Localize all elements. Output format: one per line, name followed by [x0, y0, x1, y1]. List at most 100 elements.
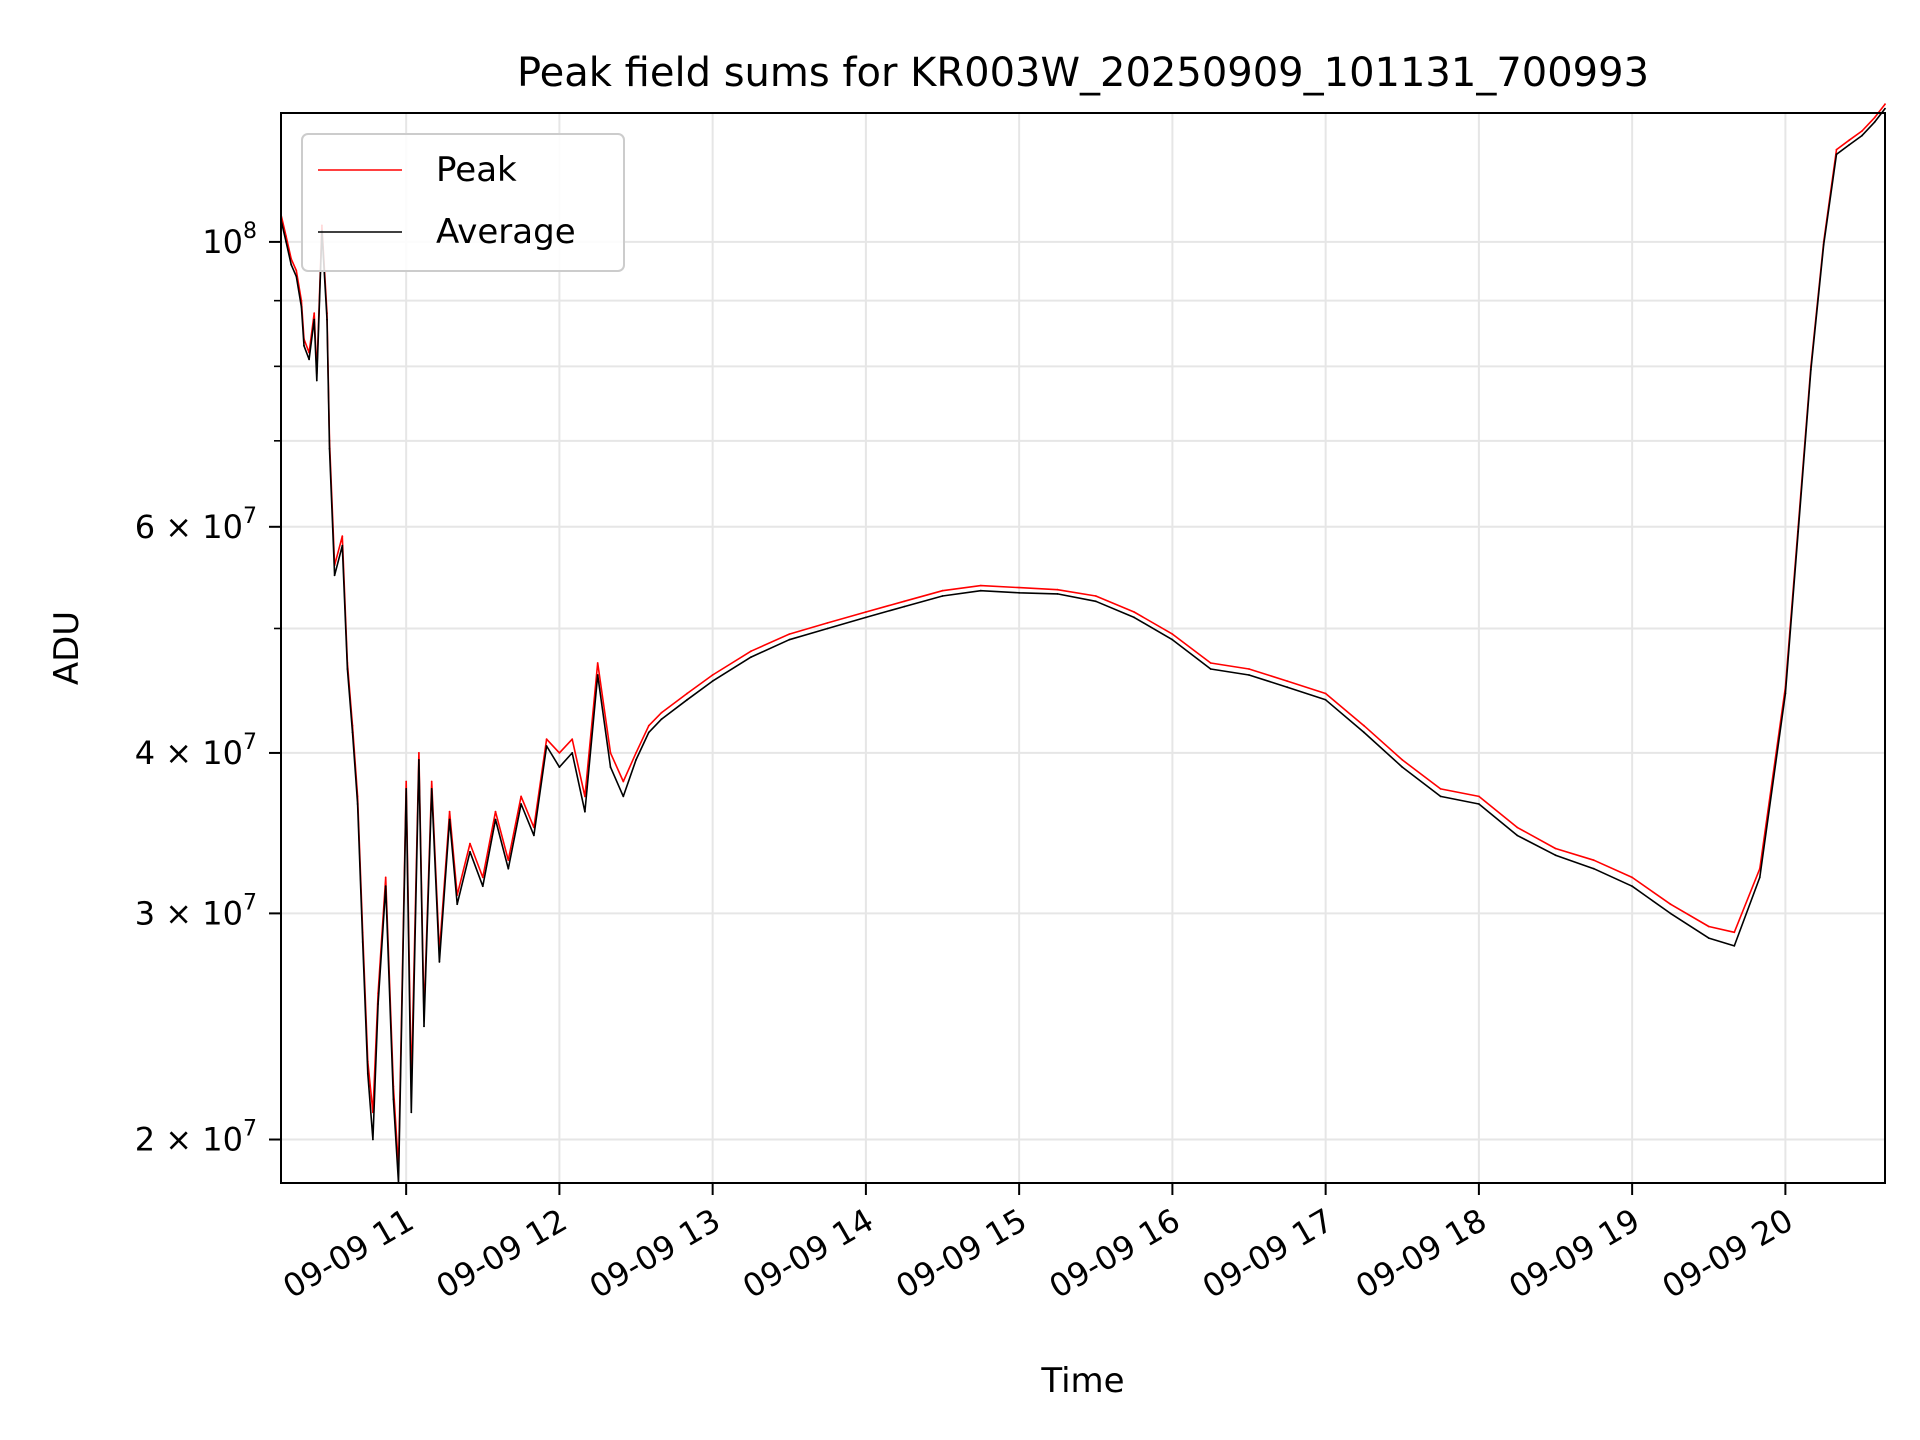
data-point-average	[392, 1098, 395, 1101]
data-point-average	[423, 1025, 425, 1028]
data-point-peak	[788, 633, 791, 635]
data-point-average	[333, 574, 336, 577]
data-point-average	[300, 306, 303, 308]
data-point-average	[356, 803, 359, 805]
data-point-average	[1631, 885, 1633, 888]
data-point-average	[533, 834, 535, 837]
data-point-average	[507, 867, 510, 870]
data-point-average	[596, 674, 599, 676]
data-point-peak	[1439, 788, 1442, 790]
data-point-peak	[1248, 668, 1250, 670]
data-point-average	[1248, 674, 1250, 676]
data-point-peak	[1478, 795, 1480, 798]
data-point-average	[303, 344, 305, 347]
data-point-peak	[384, 876, 387, 879]
data-point-average	[456, 903, 459, 906]
data-point-peak	[313, 312, 316, 315]
data-point-average	[1094, 600, 1097, 603]
data-point-average	[1758, 876, 1761, 879]
x-axis-label: Time	[1040, 1361, 1124, 1401]
data-point-average	[647, 731, 650, 734]
data-point-peak	[596, 662, 599, 664]
data-point-average	[410, 1111, 413, 1114]
data-point-average	[1884, 107, 1886, 110]
data-point-average	[328, 447, 331, 450]
data-point-average	[520, 803, 522, 805]
data-point-peak	[1018, 586, 1020, 589]
data-point-peak	[1516, 826, 1519, 829]
data-point-average	[351, 731, 354, 734]
data-point-peak	[1286, 680, 1289, 682]
data-point-peak	[979, 584, 982, 587]
data-point-peak	[295, 269, 298, 272]
data-point-average	[481, 885, 484, 888]
data-point-average	[418, 759, 420, 761]
data-point-peak	[1861, 130, 1863, 132]
series-layer	[280, 103, 1886, 1184]
data-point-average	[1516, 834, 1519, 837]
data-point-peak	[1707, 925, 1710, 928]
data-point-average	[545, 745, 548, 747]
data-point-average	[686, 698, 688, 701]
data-point-average	[1797, 530, 1800, 533]
data-point-peak	[545, 738, 548, 741]
data-point-peak	[1401, 759, 1404, 761]
data-point-peak	[448, 810, 451, 813]
data-point-average	[1733, 945, 1736, 947]
data-point-peak	[418, 752, 420, 754]
data-point-peak	[903, 600, 906, 603]
data-point-average	[430, 788, 433, 790]
data-point-average	[308, 358, 310, 361]
data-point-peak	[584, 795, 586, 798]
data-point-peak	[520, 795, 522, 798]
y-tick-label: 6 × 107	[135, 504, 257, 546]
data-point-peak	[405, 780, 408, 783]
data-point-average	[609, 766, 612, 768]
data-point-average	[865, 616, 867, 619]
data-point-peak	[481, 876, 484, 879]
data-point-peak	[1133, 611, 1135, 613]
data-point-peak	[1848, 139, 1851, 142]
data-point-average	[1707, 937, 1710, 939]
plot-frame	[280, 112, 1886, 1184]
data-point-average	[1401, 766, 1404, 768]
chart-title: Peak field sums for KR003W_20250909_1011…	[517, 50, 1649, 96]
data-point-average	[571, 752, 574, 754]
data-point-average	[326, 318, 328, 321]
data-point-average	[1363, 731, 1365, 734]
data-point-peak	[1835, 148, 1838, 151]
data-point-average	[341, 544, 344, 547]
data-point-peak	[1554, 847, 1557, 850]
y-axis-label: ADU	[47, 611, 87, 685]
data-point-peak	[660, 711, 663, 714]
legend-box	[301, 133, 625, 272]
data-point-peak	[1171, 633, 1174, 635]
legend-label-peak: Peak	[436, 150, 517, 190]
data-point-average	[826, 627, 829, 630]
data-point-average	[558, 766, 561, 768]
data-point-average	[313, 318, 316, 321]
data-point-peak	[826, 622, 829, 624]
data-point-peak	[1094, 595, 1097, 597]
data-point-peak	[1873, 116, 1876, 119]
data-point-average	[438, 961, 441, 963]
data-point-average	[1209, 668, 1212, 670]
grid	[281, 113, 1885, 1183]
data-point-average	[361, 941, 364, 943]
data-point-average	[469, 850, 471, 853]
data-point-peak	[865, 611, 867, 613]
data-point-peak	[1631, 876, 1633, 879]
data-point-average	[1861, 134, 1863, 137]
data-point-average	[346, 668, 349, 670]
data-point-peak	[622, 780, 625, 783]
data-point-average	[660, 718, 663, 720]
legend-label-average: Average	[436, 212, 576, 252]
data-point-average	[366, 1072, 369, 1075]
data-point-peak	[1209, 662, 1212, 664]
y-tick-label: 2 × 107	[135, 1117, 257, 1159]
y-tick-label: 4 × 107	[135, 730, 257, 772]
data-point-peak	[469, 842, 471, 845]
data-point-average	[635, 759, 637, 761]
data-point-average	[1669, 912, 1672, 915]
data-point-average	[1286, 686, 1289, 689]
